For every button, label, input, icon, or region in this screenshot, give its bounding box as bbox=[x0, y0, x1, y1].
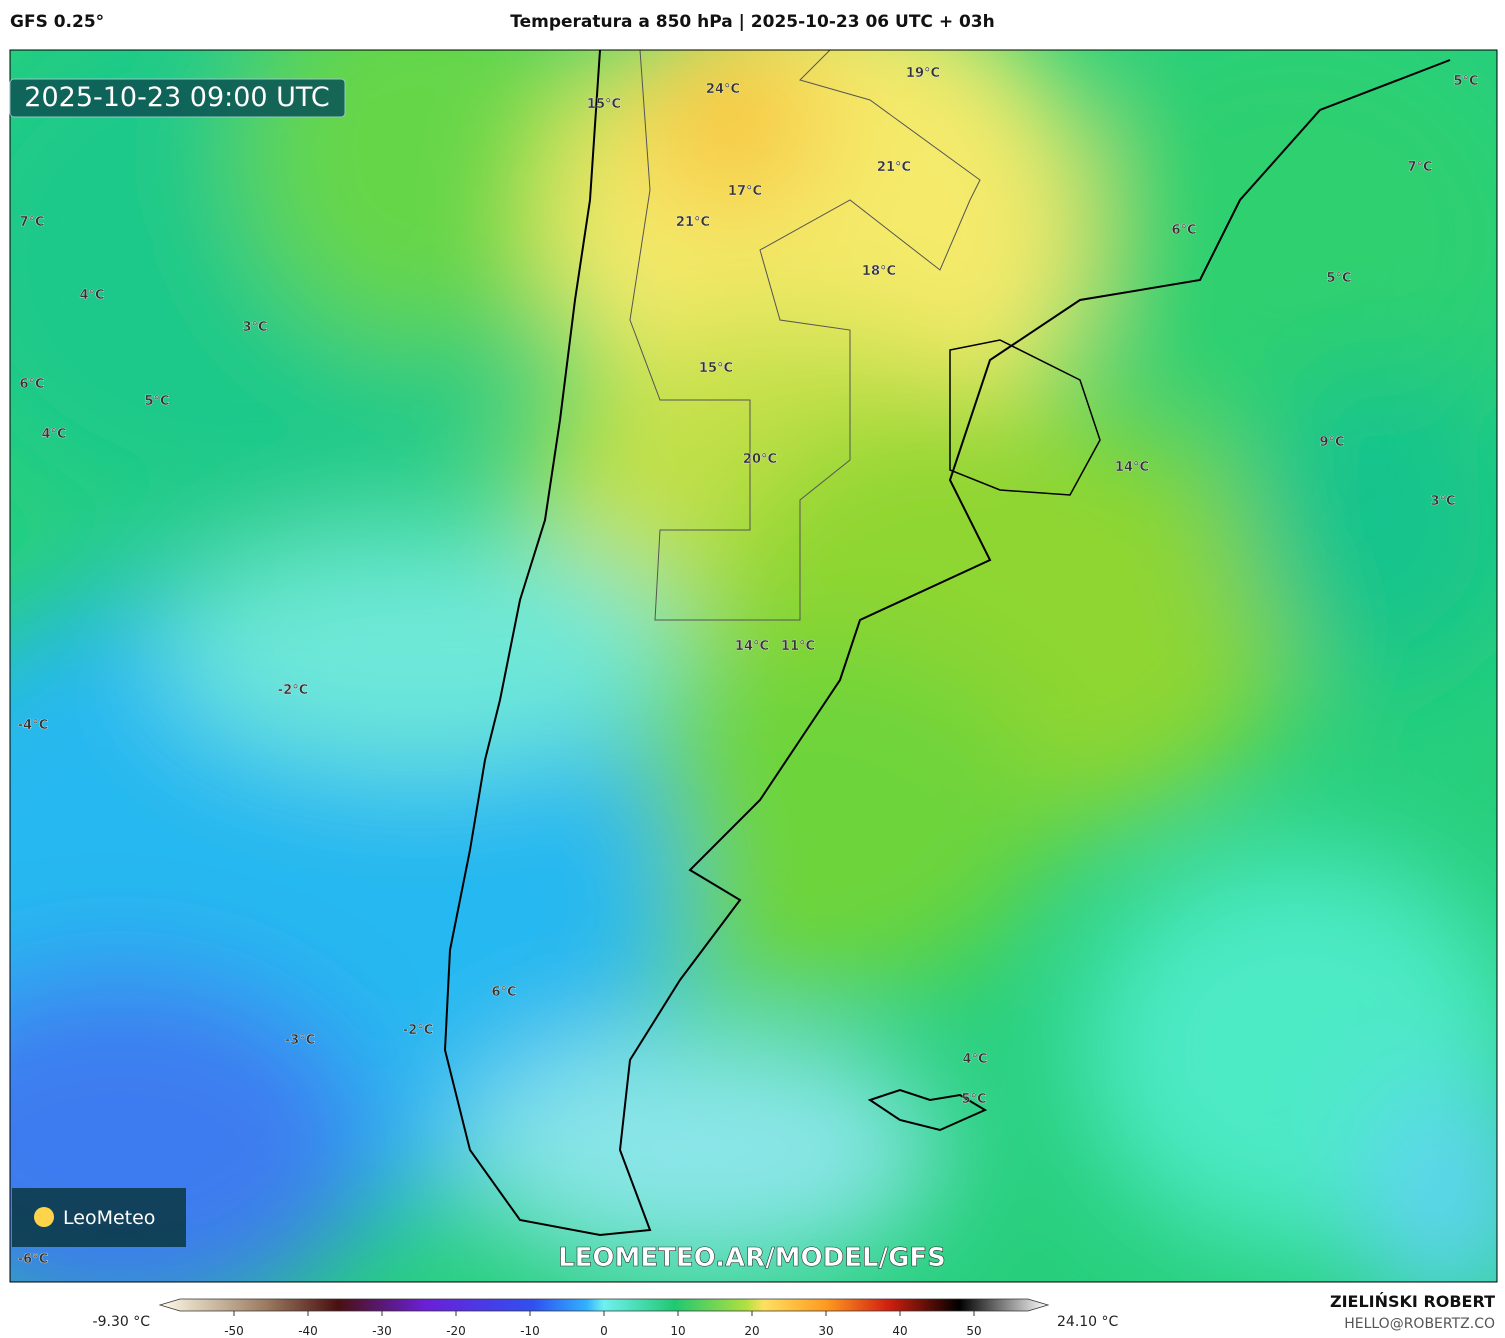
temperature-label: 9°C bbox=[1319, 435, 1344, 450]
temperature-label: 7°C bbox=[19, 215, 44, 230]
temperature-label: 15°C bbox=[699, 361, 733, 376]
temperature-labels: 24°C 19°C 15°C 5°C 21°C 17°C 21°C 7°C 6°C 7°C 18°C… bbox=[18, 66, 1479, 1267]
temperature-label: 20°C bbox=[743, 452, 777, 467]
colorbar: -50 -40 -30 -20 -10 0 10 20 30 40 50 bbox=[158, 1298, 1050, 1338]
colorbar-tick-label: 0 bbox=[600, 1324, 608, 1338]
temperature-label: 4°C bbox=[962, 1052, 987, 1067]
temperature-label: 21°C bbox=[676, 215, 710, 230]
temperature-label: 4°C bbox=[41, 427, 66, 442]
temperature-label: 6°C bbox=[19, 377, 44, 392]
temperature-label: -2°C bbox=[403, 1023, 433, 1038]
colorbar-bar bbox=[158, 1298, 1050, 1312]
falkland-islands bbox=[867, 1088, 988, 1132]
temperature-label: 17°C bbox=[728, 184, 762, 199]
timestamp-box bbox=[9, 78, 346, 118]
temperature-label: 7°C bbox=[1407, 160, 1432, 175]
colorbar-tick-label: -20 bbox=[446, 1324, 466, 1338]
colorbar-tick-label: -50 bbox=[224, 1324, 244, 1338]
logo-text: LeoMeteo bbox=[63, 1207, 155, 1229]
temperature-label: 6°C bbox=[491, 985, 516, 1000]
province-borders bbox=[629, 50, 981, 621]
temperature-label: 11°C bbox=[781, 639, 815, 654]
temperature-label: 14°C bbox=[1115, 460, 1149, 475]
colorbar-tick-label: -30 bbox=[372, 1324, 392, 1338]
logo-sun bbox=[34, 1207, 54, 1227]
temperature-label: 14°C bbox=[735, 639, 769, 654]
temperature-label: -4°C bbox=[18, 718, 48, 733]
temperature-label: 21°C bbox=[877, 160, 911, 175]
colorbar-tick-label: 10 bbox=[670, 1324, 685, 1338]
temperature-label: 3°C bbox=[1430, 494, 1455, 509]
colorbar-min: -9.30 °C bbox=[93, 1314, 151, 1330]
temperature-label: 5°C bbox=[961, 1092, 986, 1107]
author: ZIELIŃSKI ROBERT bbox=[1330, 1292, 1495, 1311]
colorbar-tick-label: 40 bbox=[892, 1324, 907, 1338]
temperature-label: 5°C bbox=[144, 394, 169, 409]
map-title: Temperatura a 850 hPa | 2025-10-23 06 UT… bbox=[510, 12, 995, 32]
colorbar-tick-label: 50 bbox=[966, 1324, 981, 1338]
temperature-label: 5°C bbox=[1453, 74, 1478, 89]
coastline bbox=[443, 50, 1451, 1237]
temperature-label: 18°C bbox=[862, 264, 896, 279]
colorbar-tick-label: -10 bbox=[520, 1324, 540, 1338]
temperature-label: 6°C bbox=[1171, 223, 1196, 238]
model-name: GFS 0.25° bbox=[10, 12, 105, 32]
temperature-label: 3°C bbox=[242, 320, 267, 335]
colorbar-tick-label: 20 bbox=[744, 1324, 759, 1338]
temperature-label: 5°C bbox=[1326, 271, 1351, 286]
colorbar-tick-label: -40 bbox=[298, 1324, 318, 1338]
temperature-label: -6°C bbox=[18, 1252, 48, 1267]
temperature-label: 15°C bbox=[587, 97, 621, 112]
temperature-label: -2°C bbox=[278, 683, 308, 698]
temperature-label: 4°C bbox=[79, 288, 104, 303]
uruguay-border bbox=[949, 339, 1101, 496]
colorbar-max: 24.10 °C bbox=[1057, 1314, 1119, 1330]
email: HELLO@ROBERTZ.CO bbox=[1344, 1316, 1495, 1332]
colorbar-tick-label: 30 bbox=[818, 1324, 833, 1338]
temperature-label: 19°C bbox=[906, 66, 940, 81]
temperature-label: -3°C bbox=[285, 1033, 315, 1048]
map-frame bbox=[9, 49, 1498, 1283]
temperature-label: 24°C bbox=[706, 82, 740, 97]
timestamp: 2025-10-23 09:00 UTC bbox=[24, 82, 329, 113]
watermark: LEOMETEO.AR/MODEL/GFS bbox=[558, 1243, 946, 1273]
